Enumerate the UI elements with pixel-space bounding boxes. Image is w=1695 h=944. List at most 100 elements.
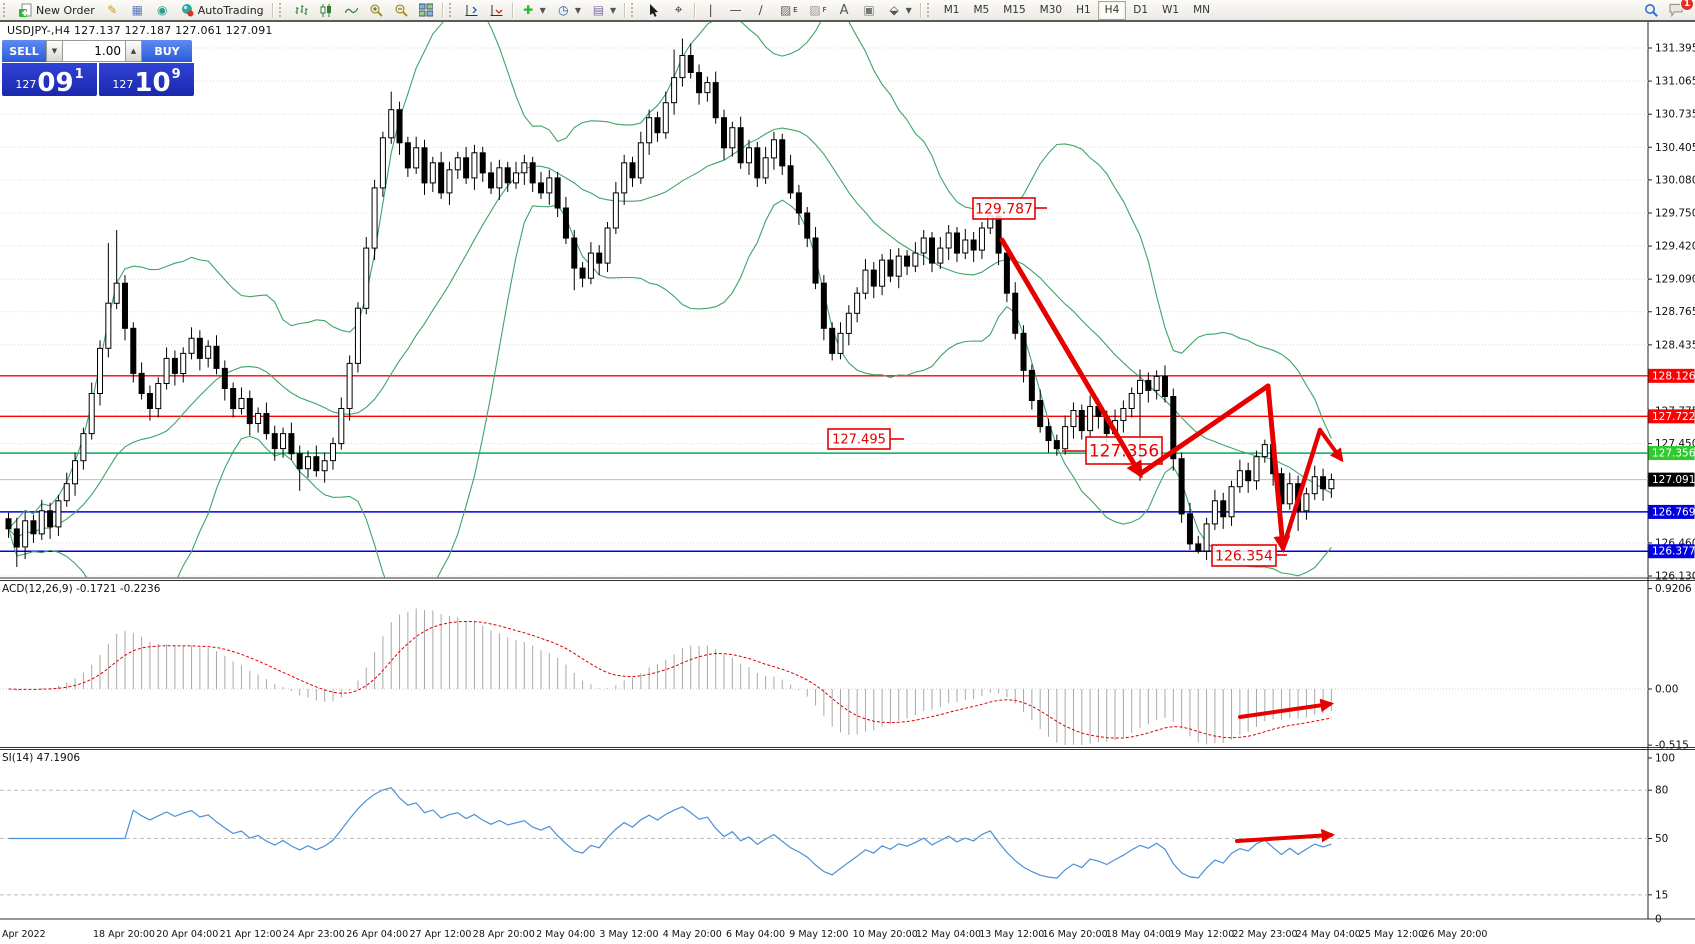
timeframe-m15[interactable]: M15 — [1003, 4, 1026, 16]
date-label: 26 May 20:00 — [1422, 929, 1488, 940]
indicator-list-button[interactable] — [484, 0, 509, 20]
date-label: 10 May 20:00 — [852, 929, 918, 940]
new-order-button[interactable]: New Order — [13, 0, 100, 20]
tile-windows-button[interactable] — [414, 0, 439, 20]
data-window-button[interactable] — [459, 0, 484, 20]
label-tool-button[interactable]: ▣ — [857, 0, 882, 20]
sell-price-button[interactable]: 127 09 1 — [2, 63, 97, 96]
bollinger-middle — [8, 127, 1332, 539]
crosshair-tool-button[interactable]: ⌖ — [666, 0, 691, 20]
date-label: 24 Apr 23:00 — [282, 929, 345, 940]
autotrading-button[interactable]: AutoTrading — [175, 0, 269, 20]
svg-text:15: 15 — [1655, 889, 1668, 901]
add-indicator-button[interactable]: ✚ ▼ — [516, 0, 551, 20]
signals-button[interactable]: ◉ — [150, 0, 175, 20]
date-label: 13 May 12:00 — [979, 929, 1045, 940]
sell-button[interactable]: SELL — [2, 40, 46, 62]
candles — [5, 38, 1335, 567]
zoom-out-button[interactable] — [389, 0, 414, 20]
data-window-icon — [464, 3, 479, 18]
svg-text:129.420: 129.420 — [1655, 241, 1695, 253]
timeframe-m5[interactable]: M5 — [973, 4, 990, 16]
date-label: 28 Apr 20:00 — [472, 929, 535, 940]
date-label: 3 May 12:00 — [599, 929, 659, 940]
zoom-out-icon — [394, 3, 409, 18]
rsi-indicator-label: SI(14) 47.1906 — [2, 752, 81, 764]
tile-windows-icon — [419, 3, 434, 18]
bollinger-bands — [7, 22, 1332, 578]
add-indicator-icon: ✚ — [523, 3, 534, 17]
svg-text:129.787: 129.787 — [975, 202, 1033, 218]
time-axis[interactable]: Apr 2022 18 Apr 20:00 20 Apr 04:00 21 Apr 1… — [0, 925, 1695, 943]
symbol-ohlc-label: USDJPY-,H4 127.137 127.187 127.061 127.0… — [7, 24, 273, 37]
buy-button[interactable]: BUY — [142, 40, 192, 62]
macd-axis: 0.9206 0.00 -0.515 — [1648, 583, 1692, 752]
cursor-tool-button[interactable] — [641, 0, 666, 20]
zoom-in-button[interactable] — [364, 0, 389, 20]
text-tool-button[interactable]: A — [832, 0, 857, 20]
chart-shift-button[interactable]: ✎ — [100, 0, 125, 20]
date-label: 6 May 04:00 — [726, 929, 786, 940]
rsi-pane — [0, 787, 1648, 896]
volume-decrease-button[interactable]: ▼ — [46, 40, 63, 62]
date-label: 4 May 20:00 — [662, 929, 722, 940]
zoom-in-icon — [369, 3, 384, 18]
vline-tool-button[interactable]: | — [698, 0, 723, 20]
line-chart-button[interactable] — [339, 0, 364, 20]
template-icon: ▤ — [592, 3, 605, 17]
one-click-trading-panel: SELL ▼ 1.00 ▲ BUY 127 09 1 127 10 9 — [2, 40, 194, 96]
shapes-icon: ⬙ — [889, 3, 899, 17]
svg-text:130.735: 130.735 — [1655, 109, 1695, 121]
signal-icon: ◉ — [157, 3, 168, 17]
trendline-tool-button[interactable]: ∕ — [748, 0, 773, 20]
timeframe-mn[interactable]: MN — [1193, 4, 1210, 16]
sell-price-point: 1 — [74, 67, 84, 82]
svg-text:0.00: 0.00 — [1655, 684, 1678, 696]
line-chart-icon — [344, 3, 359, 18]
svg-text:0: 0 — [1655, 914, 1662, 926]
timeframe-m30[interactable]: M30 — [1039, 4, 1063, 16]
rsi-axis: 100 80 50 15 0 — [1648, 753, 1675, 926]
horizontal-line-icon: — — [729, 3, 742, 17]
volume-input[interactable]: 1.00 — [63, 40, 125, 62]
timeframe-h1[interactable]: H1 — [1076, 4, 1091, 16]
candlestick-chart-button[interactable] — [314, 0, 339, 20]
svg-text:131.065: 131.065 — [1655, 76, 1695, 88]
notifications-button[interactable]: 1 — [1664, 0, 1694, 20]
toolbar-grip[interactable] — [3, 3, 10, 17]
add-indicator-caret: ▼ — [539, 5, 546, 15]
volume-increase-button[interactable]: ▲ — [125, 40, 142, 62]
shapes-tool-button[interactable]: ⬙ ▼ — [882, 0, 917, 20]
svg-text:50: 50 — [1655, 833, 1668, 845]
terminal-button[interactable]: ▦ — [125, 0, 150, 20]
bar-chart-button[interactable] — [289, 0, 314, 20]
timeframe-w1[interactable]: W1 — [1162, 4, 1180, 16]
vertical-line-icon: | — [708, 3, 713, 17]
svg-text:0.9206: 0.9206 — [1655, 583, 1692, 595]
svg-text:130.080: 130.080 — [1655, 174, 1695, 186]
date-label: 2 May 04:00 — [536, 929, 596, 940]
template-button[interactable]: ▤ ▼ — [592, 3, 617, 17]
period-button[interactable]: ◷ ▼ — [551, 0, 586, 20]
channel-icon: ▨ — [779, 3, 792, 17]
timeframe-h4[interactable]: H4 — [1097, 0, 1127, 20]
fibonacci-icon: ▨ — [809, 3, 821, 17]
fibonacci-tool-button[interactable]: ▨ F — [803, 0, 832, 20]
text-label-icon: ▣ — [863, 3, 875, 17]
search-button[interactable] — [1639, 0, 1664, 20]
date-label: 26 Apr 04:00 — [346, 929, 409, 940]
channel-sub: E — [793, 6, 798, 14]
svg-text:130.405: 130.405 — [1655, 142, 1695, 154]
channel-tool-button[interactable]: ▨ E — [773, 0, 802, 20]
date-label: Apr 2022 — [2, 929, 46, 940]
svg-text:126.130: 126.130 — [1655, 571, 1695, 583]
timeframe-d1[interactable]: D1 — [1133, 4, 1149, 16]
trend-arrows — [999, 237, 1344, 843]
macd-pane — [0, 608, 1648, 745]
hline-tool-button[interactable]: — — [723, 0, 748, 20]
timeframe-m1[interactable]: M1 — [943, 4, 960, 16]
crosshair-icon: ⌖ — [674, 2, 683, 18]
buy-price-button[interactable]: 127 10 9 — [99, 63, 194, 96]
